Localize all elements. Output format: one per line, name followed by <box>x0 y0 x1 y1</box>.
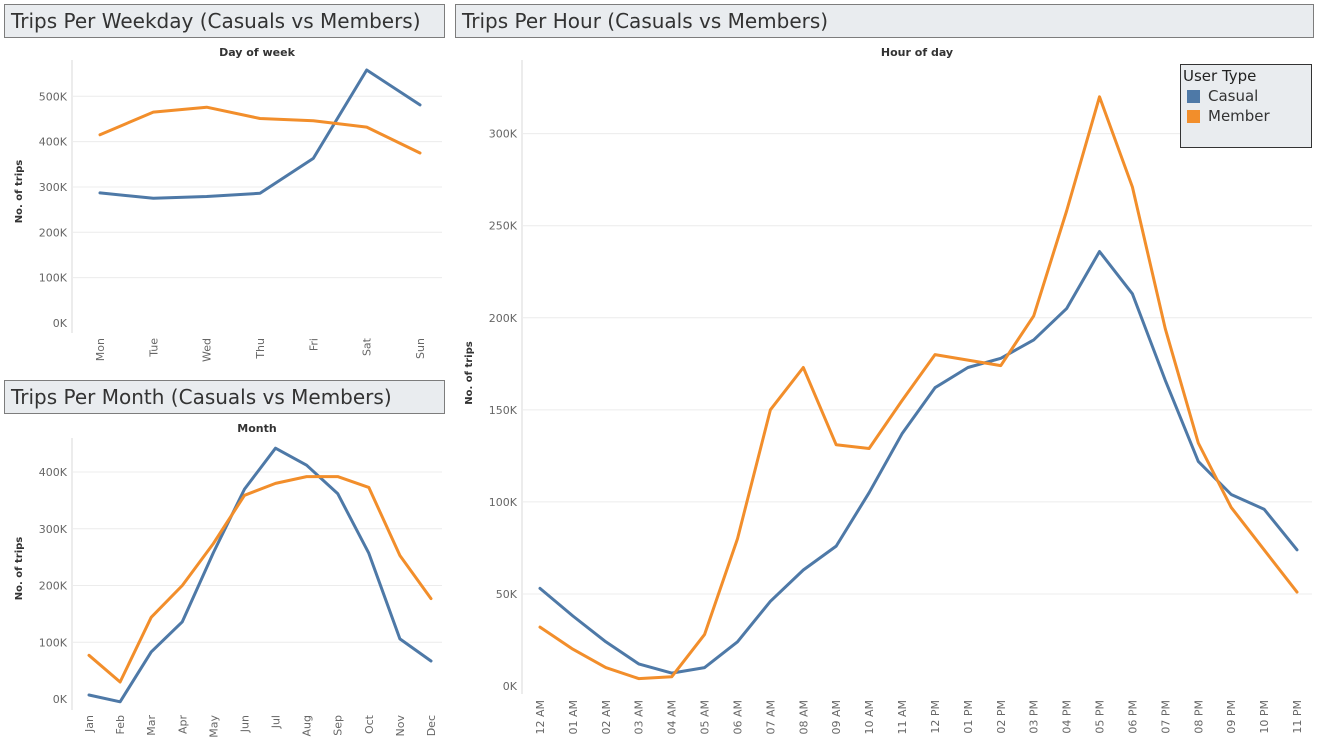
hour-y-tick-label: 50K <box>496 588 518 601</box>
legend-label-member: Member <box>1208 107 1270 125</box>
hour-x-tick-label: 10 AM <box>863 700 876 735</box>
weekday-y-tick-label: 500K <box>39 90 68 103</box>
hour-x-tick-label: 08 AM <box>797 700 810 735</box>
weekday-x-tick-label: Sat <box>361 337 374 356</box>
hour-y-tick-label: 250K <box>489 220 518 233</box>
hour-y-tick-label: 0K <box>503 680 518 693</box>
hour-y-tick-label: 150K <box>489 404 518 417</box>
hour-x-tick-label: 07 PM <box>1159 700 1172 734</box>
weekday-axis-title: Day of week <box>219 46 295 59</box>
weekday-line-chart: Day of week No. of trips 0K 100K 200K 300K 400… <box>14 46 442 362</box>
user-type-legend[interactable]: User Type Casual Member <box>1180 64 1312 148</box>
hour-x-tick-label: 02 PM <box>995 700 1008 734</box>
hour-x-tick-label: 08 PM <box>1192 700 1205 734</box>
weekday-series-casual <box>98 68 422 200</box>
month-x-tick-label: Aug <box>301 715 314 736</box>
month-axis-title: Month <box>237 422 276 435</box>
month-series-casual <box>87 446 433 704</box>
month-x-tick-label: Sep <box>332 715 345 736</box>
hour-series-casual <box>538 250 1299 675</box>
weekday-x-tick-label: Mon <box>94 338 107 361</box>
hour-x-tick-label: 02 AM <box>600 700 613 735</box>
weekday-chart-title: Trips Per Weekday (Casuals vs Members) <box>4 4 445 38</box>
weekday-y-tick-label: 400K <box>39 136 68 149</box>
month-x-tick-label: Oct <box>363 714 376 734</box>
month-x-tick-label: Apr <box>176 715 189 735</box>
month-y-tick-label: 0K <box>53 693 68 706</box>
weekday-x-tick-label: Sun <box>414 338 427 359</box>
hour-x-tick-label: 09 AM <box>830 700 843 735</box>
hour-x-tick-label: 06 PM <box>1126 700 1139 734</box>
month-x-tick-label: May <box>207 715 220 738</box>
hour-x-tick-label: 12 AM <box>534 700 547 735</box>
month-x-tick-label: Mar <box>145 715 158 736</box>
month-y-axis-label: No. of trips <box>14 537 25 601</box>
hour-series-member <box>538 95 1299 681</box>
weekday-y-tick-label: 200K <box>39 226 68 239</box>
hour-x-tick-label: 09 PM <box>1225 700 1238 734</box>
hour-y-tick-label: 300K <box>489 128 518 141</box>
hour-x-tick-label: 01 AM <box>567 700 580 735</box>
hour-y-tick-label: 200K <box>489 312 518 325</box>
legend-item-casual[interactable]: Casual <box>1181 85 1311 105</box>
hour-x-tick-label: 03 AM <box>633 700 646 735</box>
hour-x-tick-label: 11 PM <box>1291 700 1304 734</box>
weekday-x-tick-label: Thu <box>254 338 267 360</box>
weekday-y-tick-label: 300K <box>39 181 68 194</box>
hour-x-tick-label: 05 PM <box>1094 700 1107 734</box>
weekday-x-tick-label: Fri <box>307 338 320 351</box>
weekday-y-tick-label: 100K <box>39 272 68 285</box>
month-y-tick-label: 300K <box>39 523 68 536</box>
hour-y-tick-label: 100K <box>489 496 518 509</box>
weekday-y-axis-label: No. of trips <box>14 160 25 224</box>
month-x-tick-label: Nov <box>394 715 407 737</box>
hour-chart-title: Trips Per Hour (Casuals vs Members) <box>455 4 1314 38</box>
hour-x-tick-label: 03 PM <box>1028 700 1041 734</box>
hour-x-tick-label: 04 AM <box>666 700 679 735</box>
month-x-tick-label: Feb <box>114 715 127 734</box>
hour-x-tick-label: 04 PM <box>1061 700 1074 734</box>
weekday-x-tick-label: Tue <box>147 338 160 358</box>
weekday-series-member <box>98 105 422 155</box>
month-y-tick-label: 400K <box>39 466 68 479</box>
casual-swatch <box>1187 89 1200 103</box>
hour-y-axis-label: No. of trips <box>464 341 475 405</box>
member-swatch <box>1187 109 1200 123</box>
hour-x-tick-label: 07 AM <box>764 700 777 735</box>
legend-label-casual: Casual <box>1208 87 1259 105</box>
hour-x-tick-label: 01 PM <box>962 700 975 734</box>
legend-item-member[interactable]: Member <box>1181 105 1311 125</box>
hour-x-tick-label: 05 AM <box>699 700 712 735</box>
hour-x-tick-label: 10 PM <box>1258 700 1271 734</box>
hour-x-tick-label: 06 AM <box>731 700 744 735</box>
weekday-y-tick-label: 0K <box>53 317 68 330</box>
hour-x-tick-label: 12 PM <box>929 700 942 734</box>
month-chart-title: Trips Per Month (Casuals vs Members) <box>4 380 445 414</box>
legend-title: User Type <box>1183 67 1257 85</box>
month-x-tick-label: Jun <box>238 715 251 733</box>
month-x-tick-label: Jul <box>270 715 283 729</box>
month-line-chart: Month No. of trips 0K 100K 200K 300K 400K Jan Fe… <box>14 422 442 738</box>
month-y-tick-label: 200K <box>39 580 68 593</box>
hour-x-tick-label: 11 AM <box>896 700 909 735</box>
weekday-x-tick-label: Wed <box>201 338 214 362</box>
month-x-tick-label: Jan <box>83 715 96 733</box>
hour-axis-title: Hour of day <box>881 46 953 59</box>
month-x-tick-label: Dec <box>425 715 438 736</box>
month-series-member <box>87 475 433 684</box>
month-y-tick-label: 100K <box>39 636 68 649</box>
